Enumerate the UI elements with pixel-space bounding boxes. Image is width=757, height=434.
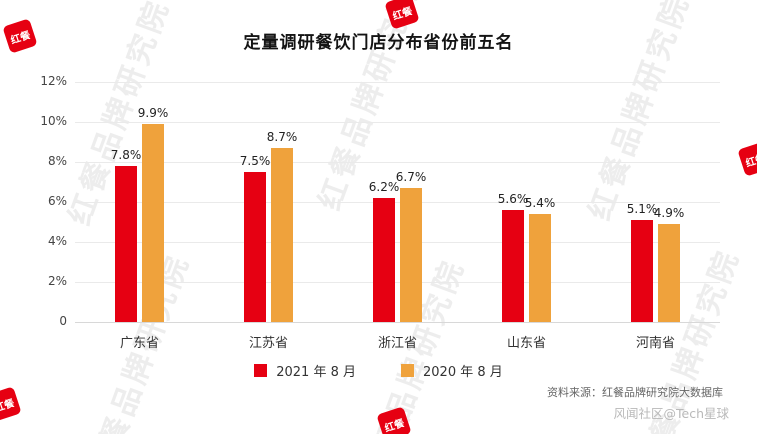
y-tick-label: 4% [47,234,67,248]
bar-value-label: 4.9% [653,206,685,220]
gridline [75,322,720,323]
legend-swatch-icon [401,364,414,377]
y-tick-label: 8% [47,154,67,168]
x-tick-label: 河南省 [635,336,675,351]
bar-group: 7.8% 9.9% [111,106,168,322]
bar-value-label: 8.7% [266,130,298,144]
gridline [75,202,720,203]
x-tick-label: 山东省 [506,336,546,351]
brand-logo-icon: 红餐 [0,386,22,422]
bar-value-label: 5.4% [524,196,556,210]
bar-value-label: 6.7% [395,170,427,184]
y-tick-label: 12% [40,74,67,88]
bar-series-0: 5.1% [627,202,657,322]
plot-area: 12% 10% 8% 6% 4% 2% 0 7.8% 9.9% 7.5% 8.7% 6.2% 6.7% 5… [40,74,720,328]
legend-label: 2020 年 8 月 [423,365,503,380]
bar-series-0: 5.6% [498,192,528,322]
source-note: 资料来源：红餐品牌研究院大数据库 [547,386,723,399]
bar-value-label: 7.5% [239,154,271,168]
bar-series-1: 4.9% [654,206,684,322]
gridline [75,162,720,163]
x-axis-labels: 广东省 江苏省 浙江省 山东省 河南省 [75,332,720,351]
y-tick-label: 6% [47,194,67,208]
y-tick-label: 0 [59,314,67,328]
legend-label: 2021 年 8 月 [276,365,356,380]
bar-groups: 7.8% 9.9% 7.5% 8.7% 6.2% 6.7% 5.6% 5.4% 5.1% 4.9% [75,82,720,322]
bar-group: 5.6% 5.4% [498,192,555,322]
bar-series-0: 7.5% [240,154,270,322]
bar-series-1: 6.7% [396,170,426,322]
legend-item: 2021 年 8 月 [254,361,356,380]
legend-swatch-icon [254,364,268,377]
gridline [75,122,720,123]
bar-series-0: 6.2% [369,180,399,322]
y-tick-label: 10% [40,114,67,128]
bar-group: 7.5% 8.7% [240,130,297,322]
gridline [75,82,720,83]
bar-value-label: 9.9% [137,106,169,120]
bar-group: 5.1% 4.9% [627,202,684,322]
y-tick-label: 2% [47,274,67,288]
chart-title: 定量调研餐饮门店分布省份前五名 [243,33,514,53]
brand-logo-icon: 红餐 [737,141,757,177]
x-tick-label: 浙江省 [377,336,417,351]
x-tick-label: 广东省 [119,336,159,351]
legend-item: 2020 年 8 月 [401,361,503,380]
bar-series-0: 7.8% [111,148,141,322]
x-tick-label: 江苏省 [248,336,288,351]
bar-series-1: 8.7% [267,130,297,322]
chart-legend: 2021 年 8 月 2020 年 8 月 [0,361,757,380]
bar-value-label: 5.6% [497,192,529,206]
bar-value-label: 7.8% [110,148,142,162]
site-watermark: 风闻社区@Tech星球 [613,406,730,421]
gridline [75,282,720,283]
bar-series-1: 5.4% [525,196,555,322]
bar-group: 6.2% 6.7% [369,170,426,322]
bar-value-label: 5.1% [626,202,658,216]
gridline [75,242,720,243]
bar-series-1: 9.9% [138,106,168,322]
bar-value-label: 6.2% [368,180,400,194]
